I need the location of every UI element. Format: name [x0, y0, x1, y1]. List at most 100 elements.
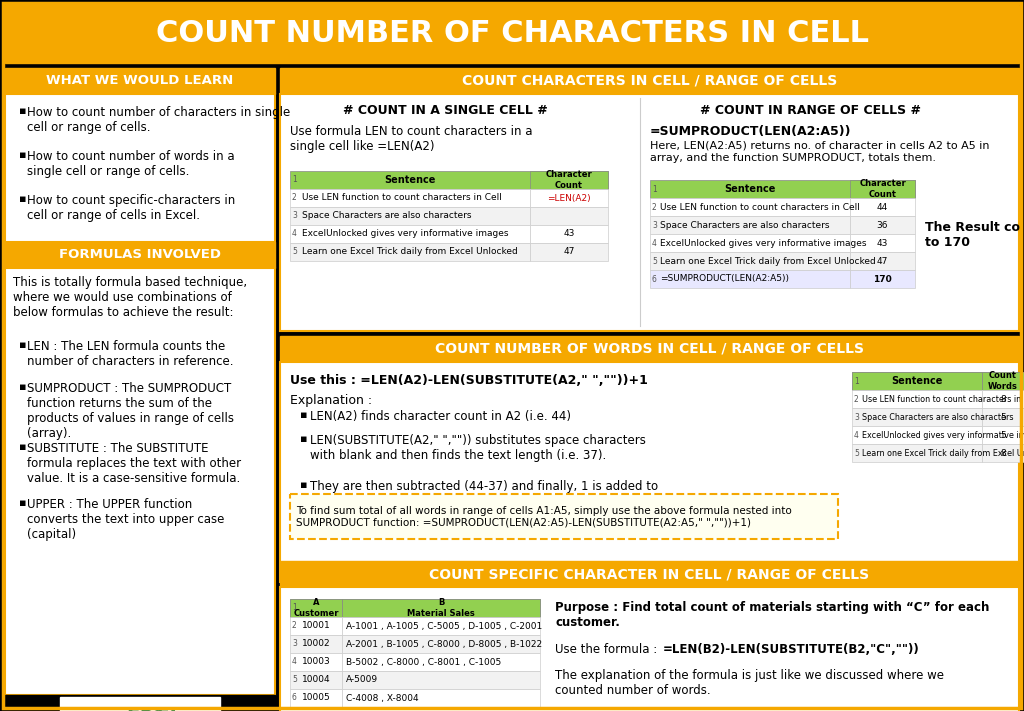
FancyBboxPatch shape [290, 243, 530, 261]
FancyBboxPatch shape [280, 561, 1019, 587]
Text: 5: 5 [292, 247, 297, 257]
Text: 4: 4 [292, 658, 297, 666]
FancyBboxPatch shape [650, 198, 850, 216]
Text: How to count number of characters in single
cell or range of cells.: How to count number of characters in sin… [27, 106, 290, 134]
Text: Use LEN function to count characters in Cell: Use LEN function to count characters in … [862, 395, 1024, 404]
Text: Learn one Excel Trick daily from Excel Unlocked: Learn one Excel Trick daily from Excel U… [302, 247, 518, 257]
Text: C-4008 , X-8004: C-4008 , X-8004 [346, 693, 419, 702]
FancyBboxPatch shape [852, 444, 982, 462]
Text: 1: 1 [854, 377, 859, 385]
Text: SUMPRODUCT : The SUMPRODUCT
function returns the sum of the
products of values i: SUMPRODUCT : The SUMPRODUCT function ret… [27, 382, 234, 440]
Text: LEN(A2) finds character count in A2 (i.e. 44): LEN(A2) finds character count in A2 (i.e… [310, 410, 571, 423]
Text: ▪: ▪ [19, 106, 27, 116]
Text: 36: 36 [877, 220, 888, 230]
FancyBboxPatch shape [530, 225, 608, 243]
Text: 3: 3 [292, 211, 297, 220]
Text: A-5009: A-5009 [346, 675, 378, 685]
FancyBboxPatch shape [280, 336, 1019, 362]
Text: B-5002 , C-8000 , C-8001 , C-1005: B-5002 , C-8000 , C-8001 , C-1005 [346, 658, 502, 666]
FancyBboxPatch shape [982, 426, 1024, 444]
FancyBboxPatch shape [342, 599, 540, 617]
FancyBboxPatch shape [982, 444, 1024, 462]
FancyBboxPatch shape [852, 372, 1024, 390]
Circle shape [146, 709, 160, 711]
Text: 4: 4 [292, 230, 297, 238]
Text: SUBSTITUTE : The SUBSTITUTE
formula replaces the text with other
value. It is a : SUBSTITUTE : The SUBSTITUTE formula repl… [27, 442, 241, 485]
Text: Space Characters are also characters: Space Characters are also characters [862, 412, 1014, 422]
FancyBboxPatch shape [530, 243, 608, 261]
FancyBboxPatch shape [852, 372, 982, 390]
Text: LEN : The LEN formula counts the
number of characters in reference.: LEN : The LEN formula counts the number … [27, 340, 233, 368]
Text: Sentence: Sentence [384, 175, 435, 185]
FancyBboxPatch shape [850, 270, 915, 288]
Text: ▪: ▪ [300, 480, 307, 490]
FancyBboxPatch shape [342, 635, 540, 653]
FancyBboxPatch shape [650, 216, 850, 234]
Text: A-2001 , B-1005 , C-8000 , D-8005 , B-1022: A-2001 , B-1005 , C-8000 , D-8005 , B-10… [346, 639, 542, 648]
Text: 44: 44 [877, 203, 888, 211]
Text: Explanation :: Explanation : [290, 394, 372, 407]
Text: 10005: 10005 [302, 693, 331, 702]
FancyBboxPatch shape [290, 599, 342, 617]
Text: ▪: ▪ [19, 498, 27, 508]
Text: =SUMPRODUCT(LEN(A2:A5)): =SUMPRODUCT(LEN(A2:A5)) [660, 274, 790, 284]
Text: 4: 4 [652, 238, 656, 247]
FancyBboxPatch shape [852, 426, 982, 444]
Text: ▪: ▪ [19, 340, 27, 350]
Text: 10002: 10002 [302, 639, 331, 648]
Text: ExcelUnlocked gives very informative images: ExcelUnlocked gives very informative ima… [862, 430, 1024, 439]
Text: COUNT NUMBER OF CHARACTERS IN CELL: COUNT NUMBER OF CHARACTERS IN CELL [156, 19, 868, 48]
Text: LEN(SUBSTITUTE(A2," ","")) substitutes space characters
with blank and then find: LEN(SUBSTITUTE(A2," ","")) substitutes s… [310, 434, 646, 462]
FancyBboxPatch shape [342, 617, 540, 635]
Text: 170: 170 [873, 274, 892, 284]
Text: 1: 1 [652, 184, 656, 193]
Text: Here, LEN(A2:A5) returns no. of character in cells A2 to A5 in
array, and the fu: Here, LEN(A2:A5) returns no. of characte… [650, 141, 989, 163]
Text: 6: 6 [292, 693, 297, 702]
Text: Space Characters are also characters: Space Characters are also characters [660, 220, 829, 230]
FancyBboxPatch shape [650, 180, 915, 198]
Text: Character
Count: Character Count [546, 171, 592, 190]
Text: 3: 3 [292, 639, 297, 648]
Text: To find sum total of all words in range of cells A1:A5, simply use the above for: To find sum total of all words in range … [296, 506, 792, 528]
Text: ▪: ▪ [19, 150, 27, 160]
Text: COUNT SPECIFIC CHARACTER IN CELL / RANGE OF CELLS: COUNT SPECIFIC CHARACTER IN CELL / RANGE… [429, 567, 869, 581]
FancyBboxPatch shape [342, 689, 540, 707]
Text: 10004: 10004 [302, 675, 331, 685]
Text: ▪: ▪ [19, 194, 27, 204]
Text: The Result comes
to 170: The Result comes to 170 [925, 221, 1024, 249]
FancyBboxPatch shape [850, 180, 915, 198]
Text: 8: 8 [1000, 395, 1006, 404]
Text: 2: 2 [292, 193, 297, 203]
Text: Learn one Excel Trick daily from Excel Unlocked: Learn one Excel Trick daily from Excel U… [660, 257, 876, 265]
FancyBboxPatch shape [850, 198, 915, 216]
FancyBboxPatch shape [850, 234, 915, 252]
FancyBboxPatch shape [982, 408, 1024, 426]
FancyBboxPatch shape [5, 695, 275, 711]
FancyBboxPatch shape [530, 189, 608, 207]
FancyBboxPatch shape [60, 697, 220, 711]
FancyBboxPatch shape [530, 171, 608, 189]
Text: Purpose : Find total count of materials starting with “C” for each
customer.: Purpose : Find total count of materials … [555, 601, 989, 629]
FancyBboxPatch shape [650, 252, 850, 270]
FancyBboxPatch shape [290, 653, 342, 671]
FancyBboxPatch shape [280, 68, 1019, 94]
FancyBboxPatch shape [290, 689, 342, 707]
Text: CEL: CEL [142, 707, 182, 711]
Text: 2: 2 [652, 203, 656, 211]
Text: ExcelUnlocked gives very informative images: ExcelUnlocked gives very informative ima… [302, 230, 509, 238]
Text: 47: 47 [563, 247, 574, 257]
Text: 2: 2 [292, 621, 297, 631]
FancyBboxPatch shape [280, 587, 1019, 711]
Text: B
Material Sales: B Material Sales [408, 598, 475, 618]
Text: # COUNT IN A SINGLE CELL #: # COUNT IN A SINGLE CELL # [343, 105, 548, 117]
FancyBboxPatch shape [290, 207, 530, 225]
Text: 5: 5 [854, 449, 859, 457]
Text: ▪: ▪ [300, 434, 307, 444]
Text: 1: 1 [292, 176, 297, 184]
FancyBboxPatch shape [982, 390, 1024, 408]
Text: Count
Words: Count Words [988, 371, 1018, 391]
FancyBboxPatch shape [5, 5, 1019, 63]
FancyBboxPatch shape [290, 635, 342, 653]
FancyBboxPatch shape [5, 242, 275, 268]
Text: 5: 5 [1000, 430, 1006, 439]
